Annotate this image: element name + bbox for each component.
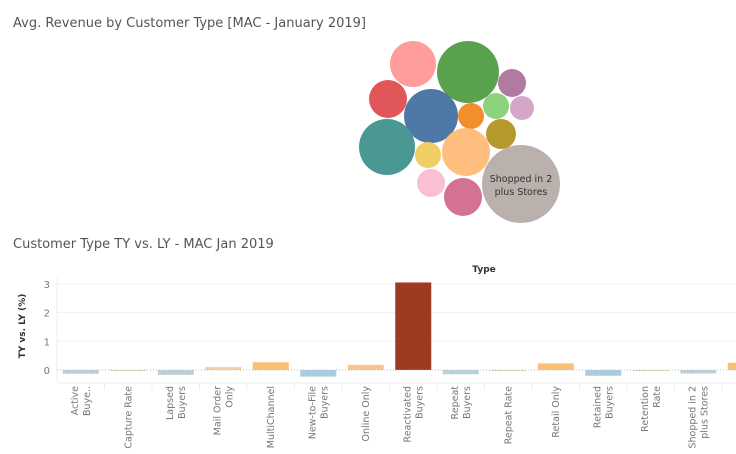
x-tick-label: Mail Order [212,386,223,435]
x-tick-label: Buye.. [82,386,93,416]
bar-chart-title: Customer Type TY vs. LY - MAC Jan 2019 [13,237,274,252]
bubble[interactable] [415,142,441,168]
x-tick-label: Repeat Rate [503,386,514,444]
y-tick-label: 0 [44,366,50,377]
bar[interactable] [442,370,479,375]
bubble-chart: Shopped in 2 plus Stores [359,41,560,223]
bubble-label: Shopped in 2 [490,174,553,185]
x-tick-label: Online Only [361,386,372,442]
x-tick-label: Repeat [450,386,461,420]
bubble[interactable] [482,145,560,223]
bubble[interactable] [359,119,415,175]
x-tick-label: Rate [652,386,663,408]
bubble[interactable] [404,89,458,143]
bubble[interactable] [417,169,445,197]
bar[interactable] [110,370,147,371]
x-tick-label: MultiChannel [266,386,277,448]
bar[interactable] [157,370,194,375]
x-tick-label: Retail Only [551,386,562,438]
x-tick-label: Reactivated [402,386,413,442]
bar[interactable] [62,370,99,374]
x-tick-label: Retention [640,386,651,432]
bubble[interactable] [498,69,526,97]
bubble[interactable] [458,103,484,129]
bar[interactable] [252,362,289,370]
x-tick-label: Buyers [414,386,425,419]
bubble-chart-title: Avg. Revenue by Customer Type [MAC - Jan… [13,16,366,31]
x-tick-label: New-to-File [307,386,318,439]
x-tick-label: Capture Rate [123,386,134,449]
bar[interactable] [300,370,337,377]
x-tick-label: Lapsed [165,386,176,420]
x-tick-label: Buyers [604,386,615,419]
bar[interactable] [537,363,574,370]
x-tick-label: Buyers [177,386,188,419]
bubble-label: plus Stores [495,187,548,198]
x-tick-label: Only [224,386,235,408]
bubble[interactable] [510,96,534,120]
bubble[interactable] [483,93,509,119]
y-tick-label: 2 [44,309,50,320]
y-tick-label: 3 [44,280,50,291]
bar[interactable] [727,362,736,370]
bubble[interactable] [369,80,407,118]
x-tick-label: Active [70,386,81,416]
bubble[interactable] [442,128,490,176]
bubble[interactable] [390,41,436,87]
bar[interactable] [680,370,717,374]
bubble[interactable] [437,41,499,103]
y-tick-label: 1 [44,337,50,348]
bar[interactable] [585,370,622,376]
bar[interactable] [632,370,669,371]
bar[interactable] [490,370,527,371]
x-tick-label: Retained [592,386,603,428]
bar[interactable] [205,367,242,370]
column-header: Type [472,265,495,275]
x-tick-label: Shopped in 2 [687,386,698,449]
bar[interactable] [347,364,384,370]
bubble[interactable] [486,119,516,149]
x-tick-label: plus Stores [699,386,710,439]
y-axis-label: TY vs. LY (%) [18,294,28,359]
x-tick-label: Buyers [462,386,473,419]
bubble[interactable] [444,178,482,216]
x-tick-label: Buyers [319,386,330,419]
bar[interactable] [395,282,432,370]
